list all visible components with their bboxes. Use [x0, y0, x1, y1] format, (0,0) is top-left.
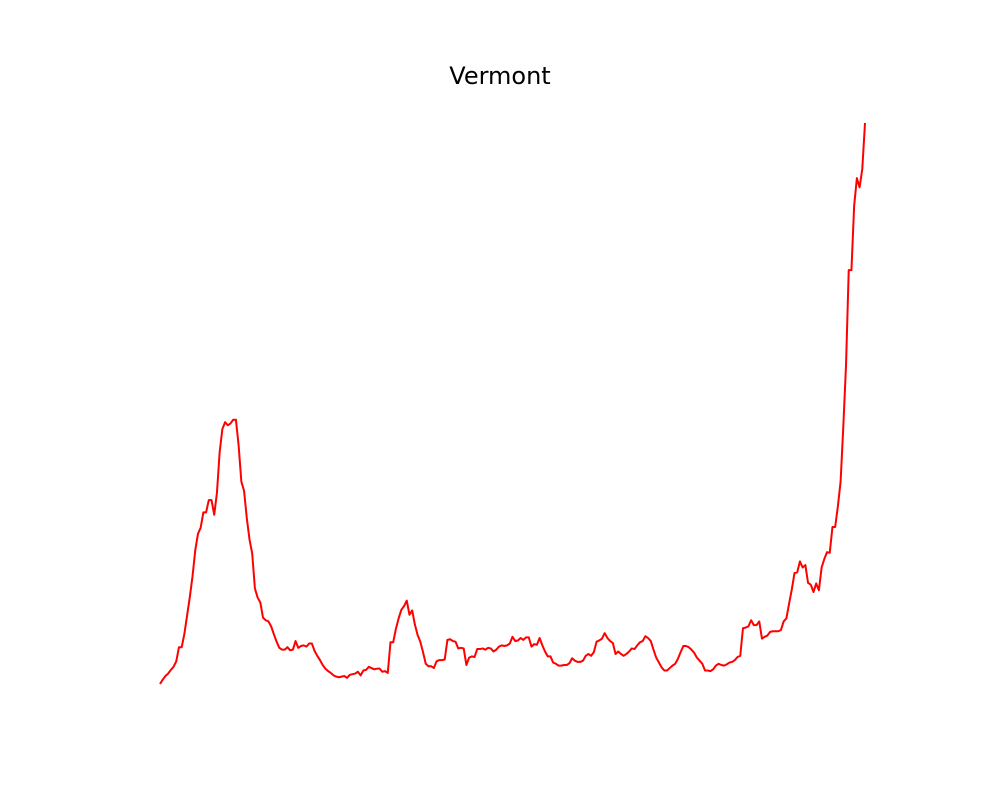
series-line-0: [159, 122, 866, 685]
chart-title: Vermont: [449, 62, 551, 90]
plot-area: [159, 122, 866, 685]
